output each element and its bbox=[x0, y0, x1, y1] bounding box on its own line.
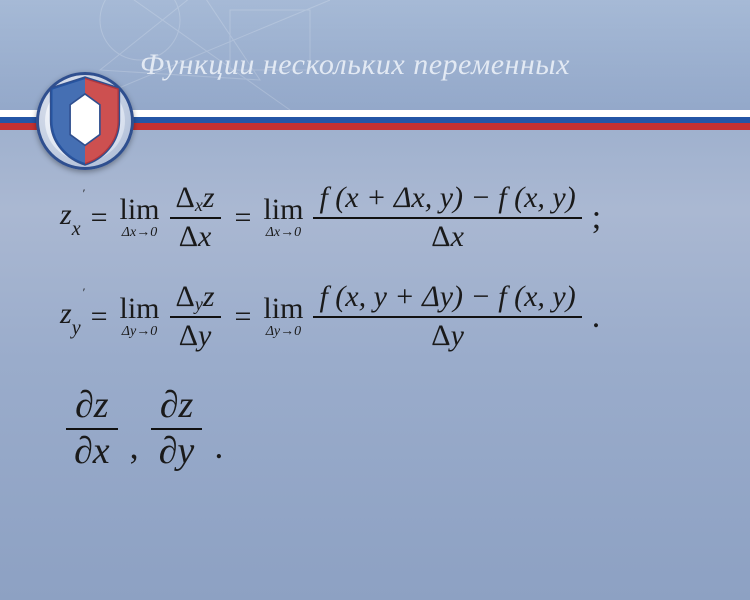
lim-label: lim bbox=[263, 294, 303, 324]
dz-dy: ∂z ∂y bbox=[151, 384, 203, 473]
period: . bbox=[592, 298, 601, 336]
frac-diff-x: f (x + Δx, y) − f (x, y) Δx bbox=[313, 180, 581, 255]
lim-sub: Δx→0 bbox=[122, 225, 157, 240]
sub-y: y bbox=[72, 317, 81, 339]
equals: = bbox=[91, 201, 108, 235]
lim-label: lim bbox=[120, 294, 160, 324]
frac-den: ∂x bbox=[66, 430, 118, 474]
lim-sub: Δx→0 bbox=[266, 225, 301, 240]
equals-2: = bbox=[235, 300, 252, 334]
frac-num: Δxz bbox=[170, 180, 221, 217]
slide-title: Функции нескольких переменных bbox=[140, 48, 570, 82]
lim-label: lim bbox=[263, 195, 303, 225]
equals: = bbox=[91, 300, 108, 334]
frac-num: Δyz bbox=[170, 279, 221, 316]
frac-den: Δy bbox=[425, 318, 470, 355]
lim-sub: Δy→0 bbox=[266, 324, 301, 339]
formula-line-2: z′y = lim Δy→0 Δyz Δy = lim Δy→0 f (x, y… bbox=[60, 279, 710, 354]
lim-1: lim Δx→0 bbox=[120, 195, 160, 240]
dz-dx: ∂z ∂x bbox=[66, 384, 118, 473]
lhs-zy: z′y bbox=[60, 297, 81, 336]
sub-x: x bbox=[72, 218, 81, 240]
frac-num: ∂z bbox=[152, 384, 202, 428]
frac-den: Δx bbox=[173, 219, 218, 256]
prime: ′ bbox=[82, 186, 85, 201]
period: . bbox=[214, 425, 223, 473]
frac-dyz-dy: Δyz Δy bbox=[170, 279, 221, 354]
frac-num: f (x, y + Δy) − f (x, y) bbox=[313, 279, 581, 316]
frac-den: ∂y bbox=[151, 430, 203, 474]
z-base: z bbox=[60, 198, 72, 231]
content-area: z′x = lim Δx→0 Δxz Δx = lim Δx→0 f (x + … bbox=[60, 180, 710, 497]
lim-1: lim Δy→0 bbox=[120, 294, 160, 339]
equals-2: = bbox=[235, 201, 252, 235]
frac-diff-y: f (x, y + Δy) − f (x, y) Δy bbox=[313, 279, 581, 354]
lim-2: lim Δy→0 bbox=[263, 294, 303, 339]
lhs-zx: z′x bbox=[60, 198, 81, 237]
slide: Функции нескольких переменных z′x = lim … bbox=[0, 0, 750, 600]
frac-den: Δy bbox=[173, 318, 218, 355]
z-base: z bbox=[60, 297, 72, 330]
frac-dxz-dx: Δxz Δx bbox=[170, 180, 221, 255]
frac-num: f (x + Δx, y) − f (x, y) bbox=[313, 180, 581, 217]
formula-line-1: z′x = lim Δx→0 Δxz Δx = lim Δx→0 f (x + … bbox=[60, 180, 710, 255]
prime: ′ bbox=[82, 285, 85, 300]
partial-notation: ∂z ∂x , ∂z ∂y . bbox=[60, 384, 710, 473]
frac-den: Δx bbox=[425, 219, 470, 256]
semicolon: ; bbox=[592, 199, 601, 237]
lim-sub: Δy→0 bbox=[122, 324, 157, 339]
university-emblem bbox=[36, 72, 134, 170]
frac-num: ∂z bbox=[67, 384, 117, 428]
lim-label: lim bbox=[120, 195, 160, 225]
lim-2: lim Δx→0 bbox=[263, 195, 303, 240]
shield-icon bbox=[39, 75, 131, 167]
comma: , bbox=[130, 425, 139, 473]
